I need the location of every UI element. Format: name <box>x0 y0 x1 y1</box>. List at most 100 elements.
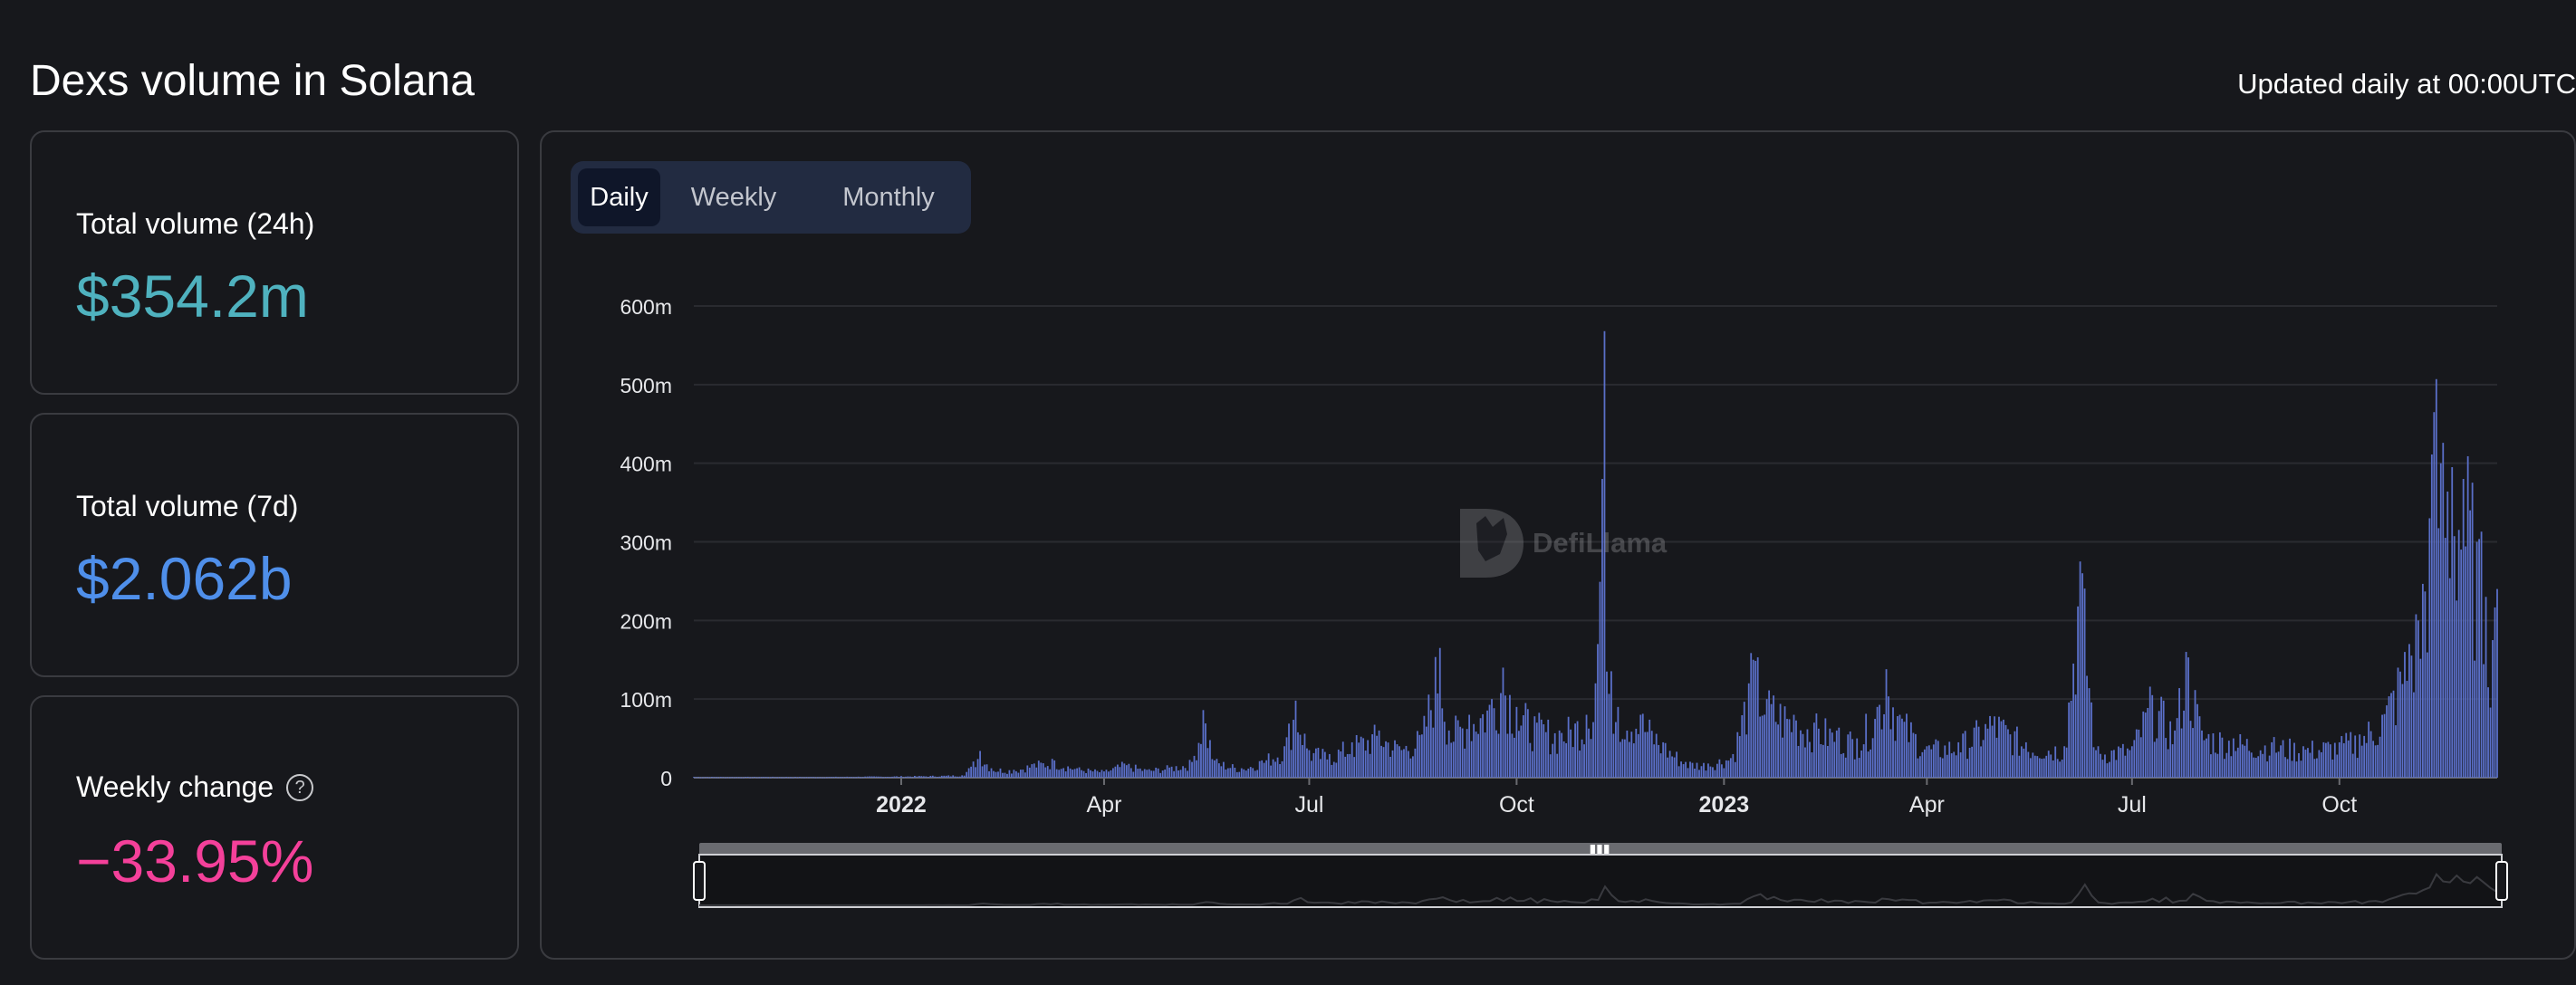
bar <box>1058 770 1061 778</box>
bar <box>1567 716 1570 778</box>
bar <box>1885 669 1888 778</box>
bar <box>1022 770 1024 778</box>
bar <box>1026 765 1029 778</box>
bar <box>1137 769 1139 778</box>
bar <box>2372 741 2375 778</box>
bar <box>1340 751 1342 778</box>
bar <box>1628 741 1630 778</box>
bar <box>1779 703 1782 778</box>
bar <box>708 777 711 779</box>
bar <box>1220 766 1223 778</box>
bar <box>2130 746 2133 778</box>
tab-daily[interactable]: Daily <box>578 168 660 226</box>
bar <box>1923 749 1926 778</box>
bar <box>1659 753 1662 778</box>
y-tick-label: 500m <box>620 374 672 397</box>
bar <box>1862 744 1865 778</box>
tab-weekly[interactable]: Weekly <box>690 183 777 212</box>
bar <box>2009 734 2012 778</box>
y-tick-label: 600m <box>620 295 672 319</box>
bar <box>1788 719 1791 778</box>
bar <box>884 777 887 779</box>
bar <box>1274 761 1276 778</box>
bar <box>1821 744 1824 778</box>
update-schedule-note: Updated daily at 00:00UTC <box>2237 68 2576 100</box>
bar <box>2342 742 2345 778</box>
bar <box>1549 754 1552 778</box>
bar <box>869 776 871 778</box>
bar <box>966 771 968 778</box>
zoom-slider-track[interactable] <box>698 854 2503 908</box>
tab-monthly[interactable]: Monthly <box>842 183 935 212</box>
stat-card-24h-volume: Total volume (24h) $354.2m <box>30 130 519 395</box>
bar <box>1159 772 1162 778</box>
bar <box>1285 737 1288 778</box>
bar <box>1547 719 1550 778</box>
bar <box>1105 770 1108 778</box>
bar <box>1229 768 1232 778</box>
bar <box>812 777 814 779</box>
bar <box>2304 750 2307 778</box>
bar <box>1842 752 1845 778</box>
bar <box>796 777 799 779</box>
bar <box>943 775 946 778</box>
bar <box>1141 770 1144 778</box>
bar <box>2194 690 2196 778</box>
bar <box>1161 770 1164 778</box>
zoom-slider[interactable]: ▮▮▮ <box>693 841 2508 908</box>
bar <box>2147 707 2149 778</box>
bar <box>1603 330 1606 778</box>
bar <box>1299 734 1302 778</box>
bar <box>1556 753 1559 778</box>
bar <box>2167 749 2169 778</box>
bar <box>1906 713 1908 778</box>
bar <box>1754 660 1757 778</box>
bar <box>1211 759 1214 778</box>
bar <box>2284 757 2286 778</box>
bar <box>1353 757 1356 778</box>
bar <box>2169 721 2172 778</box>
bar <box>2478 539 2480 778</box>
bar <box>1716 763 1718 778</box>
bar <box>1572 747 1574 778</box>
bar <box>905 776 907 778</box>
bar <box>1125 765 1128 778</box>
bar <box>2406 681 2408 778</box>
bar <box>2015 726 2018 778</box>
bar <box>1898 714 1901 778</box>
bar <box>1256 770 1259 778</box>
bar <box>1664 742 1667 778</box>
bar <box>699 777 702 779</box>
bar <box>1504 695 1506 778</box>
bar <box>2280 745 2282 778</box>
zoom-slider-right-handle[interactable] <box>2495 861 2508 901</box>
bar <box>834 776 837 778</box>
bar <box>1008 770 1011 778</box>
bar <box>2456 600 2458 778</box>
bar <box>2072 663 2075 778</box>
question-circle-icon[interactable]: ? <box>286 773 314 801</box>
bar <box>1756 657 1759 778</box>
bar <box>1288 723 1290 778</box>
bar <box>2203 740 2206 778</box>
bar <box>972 761 975 778</box>
bar <box>918 776 920 778</box>
bar <box>781 777 783 779</box>
bar <box>843 777 846 779</box>
bar <box>1408 751 1409 778</box>
bar <box>1103 771 1105 778</box>
bar <box>1574 723 1577 778</box>
bar <box>772 776 774 778</box>
bar <box>1723 768 1725 778</box>
zoom-slider-handle-bar[interactable] <box>699 843 2502 855</box>
bar <box>2401 684 2404 778</box>
bar <box>2360 745 2363 778</box>
bar <box>1187 770 1188 778</box>
bar <box>2466 455 2469 778</box>
drag-grip-icon[interactable]: ▮▮▮ <box>1589 841 1610 856</box>
bar <box>1583 744 1585 778</box>
zoom-slider-left-handle[interactable] <box>693 861 706 901</box>
bar <box>751 777 754 779</box>
bar <box>1668 751 1671 778</box>
bar <box>920 776 923 778</box>
